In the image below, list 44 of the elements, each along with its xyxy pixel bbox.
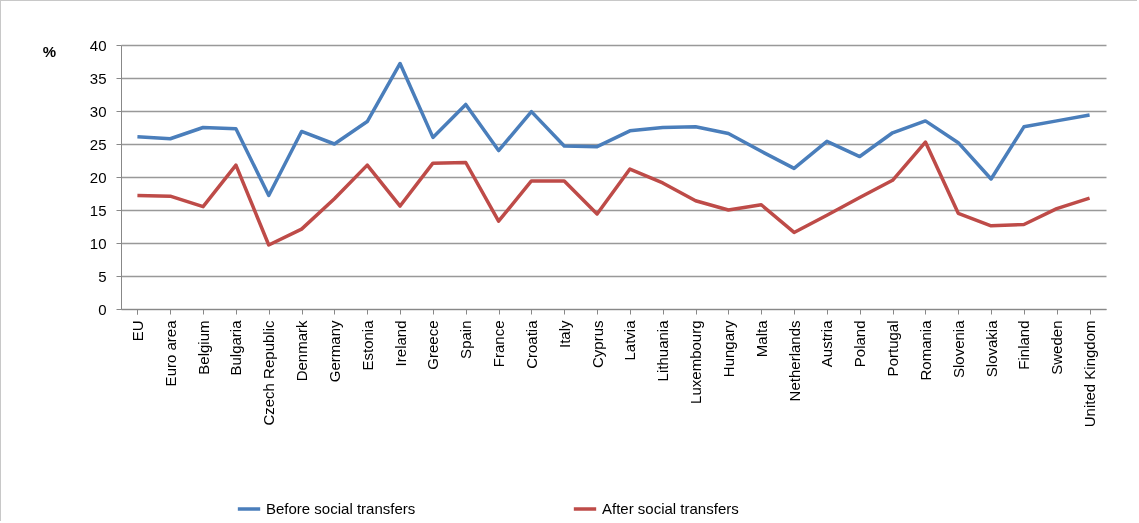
legend-label: After social transfers	[602, 500, 739, 517]
x-tick-label: Croatia	[522, 319, 540, 369]
x-tick-label: Bulgaria	[227, 319, 245, 376]
x-tick-label: Hungary	[719, 320, 737, 378]
y-tick-label: 25	[89, 135, 107, 153]
y-tick-label: 5	[98, 267, 107, 285]
x-tick-label: Czech Republic	[260, 320, 278, 426]
y-tick-label: 30	[89, 102, 107, 120]
x-tick-label: Latvia	[621, 319, 639, 361]
x-tick-label: Austria	[818, 319, 836, 368]
x-tick-label: Sweden	[1048, 320, 1066, 375]
x-tick-label: Euro area	[161, 319, 179, 387]
y-tick-label: 40	[89, 36, 107, 54]
x-tick-label: Italy	[555, 320, 573, 349]
x-tick-label: Netherlands	[785, 320, 803, 402]
x-tick-label: Poland	[851, 320, 869, 368]
x-tick-label: Estonia	[358, 319, 376, 371]
x-tick-label: Cyprus	[588, 320, 606, 369]
y-tick-label: 35	[89, 69, 107, 87]
x-tick-label: Slovenia	[949, 319, 967, 379]
y-tick-label: 20	[89, 168, 107, 186]
x-tick-label: Portugal	[884, 320, 902, 377]
x-tick-label: Spain	[457, 320, 475, 359]
y-tick-label: 10	[89, 234, 107, 252]
x-tick-label: Malta	[752, 319, 770, 358]
legend-label: Before social transfers	[266, 500, 416, 517]
x-tick-label: Lithuania	[654, 319, 672, 382]
y-axis-title: %	[42, 42, 57, 60]
line-series	[135, 61, 1092, 198]
x-tick-label: Finland	[1015, 320, 1033, 370]
x-tick-label: Ireland	[391, 320, 409, 367]
x-tick-label: Romania	[916, 319, 934, 381]
x-tick-label: Luxembourg	[687, 320, 705, 404]
x-tick-label: Greece	[424, 320, 442, 370]
line-series	[135, 140, 1092, 247]
x-tick-label: Belgium	[194, 320, 212, 375]
x-tick-label: Slovakia	[982, 319, 1000, 378]
y-tick-label: 15	[89, 201, 107, 219]
x-tick-label: France	[490, 320, 508, 368]
x-tick-label: Germany	[325, 320, 343, 383]
x-tick-label: EU	[128, 320, 146, 342]
x-tick-label: United Kingdom	[1081, 320, 1099, 428]
x-tick-label: Denmark	[293, 320, 311, 382]
y-tick-label: 0	[98, 300, 107, 318]
